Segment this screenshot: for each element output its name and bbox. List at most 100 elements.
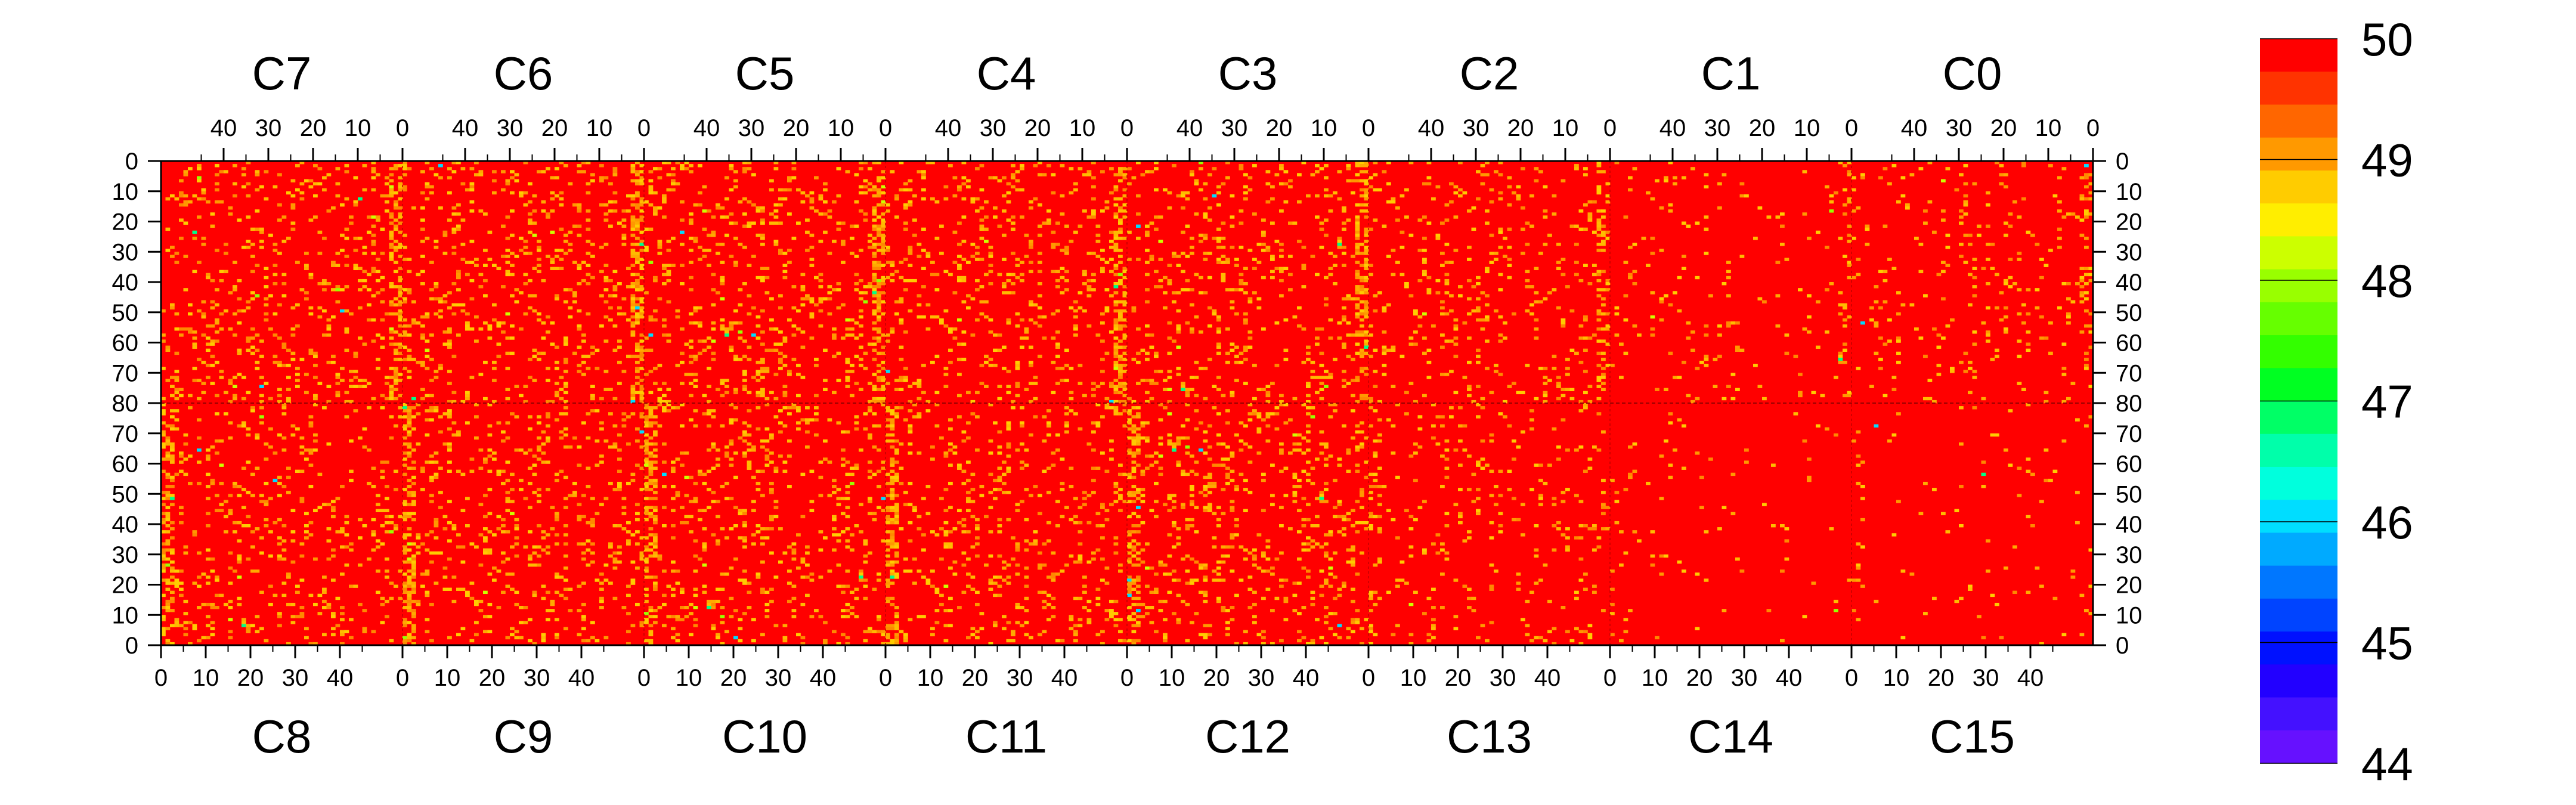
heatmap-cell — [1614, 333, 1620, 337]
heatmap-cell — [385, 176, 389, 179]
heatmap-cell — [809, 336, 815, 340]
heatmap-cell — [210, 627, 215, 630]
heatmap-cell — [358, 379, 363, 382]
heatmap-cell — [1073, 188, 1078, 192]
heatmap-cell — [411, 321, 416, 325]
heatmap-cell — [429, 639, 434, 643]
heatmap-cell — [389, 367, 394, 370]
heatmap-cell — [456, 533, 461, 537]
heatmap-cell — [1485, 303, 1490, 306]
heatmap-cell — [1172, 300, 1176, 304]
heatmap-cell — [1422, 249, 1427, 252]
heatmap-cell — [818, 194, 823, 198]
heatmap-cell — [1440, 312, 1445, 316]
heatmap-cell — [1270, 270, 1275, 274]
heatmap-cell — [242, 421, 246, 425]
heatmap-cell — [1243, 318, 1248, 322]
heatmap-cell — [2079, 267, 2085, 271]
heatmap-cell — [1355, 173, 1360, 177]
heatmap-cell — [1118, 273, 1123, 277]
heatmap-cell — [1100, 270, 1105, 274]
heatmap-cell — [2084, 282, 2089, 286]
heatmap-cell — [782, 197, 788, 201]
heatmap-cell — [1489, 391, 1494, 395]
heatmap-cell — [1274, 173, 1280, 177]
heatmap-cell — [2066, 312, 2071, 316]
heatmap-cell — [420, 270, 425, 274]
heatmap-cell — [680, 282, 685, 286]
heatmap-cell — [1596, 270, 1602, 274]
heatmap-cell — [281, 436, 287, 440]
heatmap-cell — [572, 300, 577, 304]
heatmap-cell — [483, 397, 488, 401]
heatmap-cell — [469, 469, 475, 473]
heatmap-cell — [1435, 278, 1441, 283]
heatmap-cell — [662, 382, 667, 385]
heatmap-cell — [742, 370, 747, 373]
heatmap-cell — [666, 264, 671, 267]
heatmap-cell — [559, 412, 564, 416]
heatmap-cell — [617, 312, 622, 316]
heatmap-cell — [1820, 394, 1825, 398]
heatmap-cell — [1109, 382, 1114, 385]
heatmap-cell — [474, 264, 479, 267]
heatmap-cell — [595, 512, 600, 516]
heatmap-cell — [1583, 370, 1588, 373]
heatmap-cell — [1279, 278, 1284, 283]
heatmap-cell — [170, 460, 175, 464]
heatmap-cell — [402, 587, 407, 591]
heatmap-cell — [434, 246, 439, 249]
heatmap-cell — [1954, 188, 1959, 192]
heatmap-cell — [1333, 357, 1337, 361]
heatmap-cell — [564, 370, 568, 373]
heatmap-cell — [1583, 173, 1588, 177]
heatmap-cell — [787, 261, 792, 264]
heatmap-cell — [510, 252, 515, 255]
heatmap-cell — [778, 367, 783, 370]
heatmap-cell — [1364, 330, 1369, 334]
heatmap-cell — [474, 339, 479, 343]
heatmap-cell — [1856, 367, 1861, 370]
heatmap-cell — [630, 321, 636, 325]
heatmap-cell — [662, 161, 667, 165]
heatmap-cell — [2084, 324, 2089, 328]
heatmap-cell — [398, 278, 403, 283]
heatmap-cell — [988, 176, 993, 179]
heatmap-cell — [487, 551, 493, 555]
heatmap-cell — [720, 282, 725, 286]
heatmap-cell — [2044, 400, 2049, 404]
heatmap-cell — [250, 345, 255, 349]
heatmap-cell — [1489, 233, 1494, 237]
heatmap-cell — [1122, 275, 1128, 280]
heatmap-cell — [1122, 300, 1128, 304]
heatmap-cell — [572, 294, 577, 298]
heatmap-cell — [635, 221, 640, 225]
heatmap-cell — [1342, 227, 1346, 231]
heatmap-cell — [541, 351, 546, 355]
heatmap-cell — [340, 612, 345, 615]
heatmap-cell — [760, 367, 765, 370]
heatmap-cell — [411, 481, 416, 485]
heatmap-cell — [411, 491, 416, 494]
heatmap-cell — [711, 357, 716, 361]
heatmap-cell — [1136, 161, 1141, 165]
heatmap-cell — [863, 179, 868, 182]
heatmap-cell — [483, 264, 488, 267]
heatmap-cell — [1230, 348, 1235, 352]
heatmap-cell — [961, 300, 967, 304]
heatmap-cell — [809, 233, 815, 237]
heatmap-cell — [447, 427, 452, 431]
heatmap-cell — [903, 221, 908, 225]
heatmap-cell — [2079, 285, 2085, 289]
heatmap-cell — [281, 412, 287, 416]
heatmap-cell — [1145, 391, 1150, 395]
heatmap-cell — [1717, 354, 1722, 358]
heatmap-cell — [1843, 303, 1847, 306]
heatmap-cell — [451, 575, 457, 579]
heatmap-cell — [662, 267, 667, 271]
heatmap-cell — [1203, 252, 1208, 255]
heatmap-cell — [1891, 376, 1897, 379]
heatmap-cell — [586, 639, 591, 643]
heatmap-cell — [1158, 370, 1163, 373]
heatmap-cell — [1704, 324, 1709, 328]
